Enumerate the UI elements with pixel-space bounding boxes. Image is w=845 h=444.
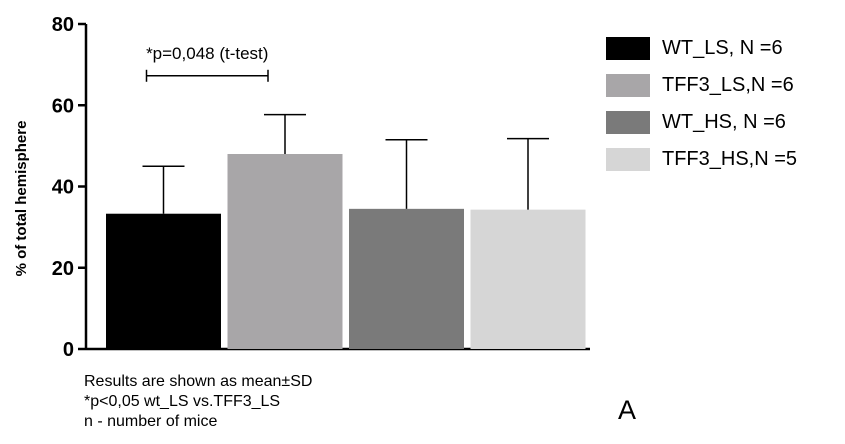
- panel-letter: A: [618, 395, 637, 425]
- legend-item: TFF3_HS,N =5: [606, 143, 797, 175]
- legend-swatch-0: [606, 36, 650, 60]
- chart-notes: Results are shown as mean±SD *p<0,05 wt_…: [84, 372, 312, 432]
- note-line-2: *p<0,05 wt_LS vs.TFF3_LS: [84, 393, 281, 410]
- legend-swatch-1: [606, 73, 650, 97]
- legend-label-0: WT_LS, N =6: [662, 36, 783, 59]
- plot-area: 0 20 40 60 80 % of total hemisphere *p=0,048 (…: [13, 14, 590, 361]
- bar: [470, 209, 586, 349]
- y-axis-label: % of total hemisphere: [13, 121, 30, 277]
- note-line-3: n - number of mice: [84, 413, 218, 430]
- significance-annotation: *p=0,048 (t-test): [146, 44, 268, 63]
- legend-item: WT_LS, N =6: [606, 32, 797, 64]
- legend-swatch-2: [606, 110, 650, 134]
- legend: WT_LS, N =6 TFF3_LS,N =6 WT_HS, N =6 TFF…: [606, 32, 797, 180]
- legend-label-3: TFF3_HS,N =5: [662, 147, 798, 170]
- y-tick-label: 80: [52, 14, 74, 36]
- note-line-1: Results are shown as mean±SD: [84, 373, 313, 390]
- legend-swatch-3: [606, 147, 650, 171]
- y-tick-label: 20: [52, 258, 74, 280]
- bar: [106, 213, 221, 349]
- bar: [227, 154, 343, 349]
- legend-item: TFF3_LS,N =6: [606, 69, 797, 101]
- y-tick-label: 60: [52, 95, 74, 117]
- legend-item: WT_HS, N =6: [606, 106, 797, 138]
- bar: [349, 208, 464, 349]
- y-tick-label: 40: [52, 177, 74, 199]
- legend-label-2: WT_HS, N =6: [662, 110, 786, 133]
- legend-label-1: TFF3_LS,N =6: [662, 73, 794, 96]
- y-tick-label: 0: [63, 339, 74, 361]
